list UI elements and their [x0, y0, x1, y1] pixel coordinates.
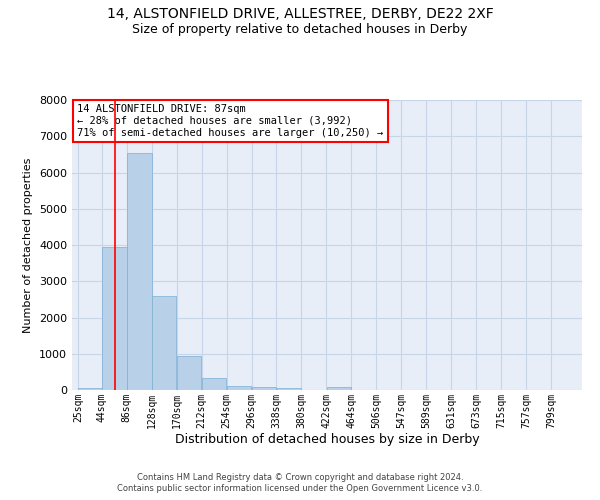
Bar	[202, 378, 226, 390]
Bar	[127, 152, 152, 390]
Bar	[251, 386, 277, 390]
Bar	[78, 388, 101, 390]
Text: Contains public sector information licensed under the Open Government Licence v3: Contains public sector information licen…	[118, 484, 482, 493]
Text: Contains HM Land Registry data © Crown copyright and database right 2024.: Contains HM Land Registry data © Crown c…	[137, 472, 463, 482]
Bar	[152, 296, 176, 390]
Bar	[102, 247, 127, 390]
Bar	[326, 388, 351, 390]
Text: Distribution of detached houses by size in Derby: Distribution of detached houses by size …	[175, 432, 479, 446]
Bar	[277, 388, 301, 390]
Text: 14, ALSTONFIELD DRIVE, ALLESTREE, DERBY, DE22 2XF: 14, ALSTONFIELD DRIVE, ALLESTREE, DERBY,…	[107, 8, 493, 22]
Text: 14 ALSTONFIELD DRIVE: 87sqm
← 28% of detached houses are smaller (3,992)
71% of : 14 ALSTONFIELD DRIVE: 87sqm ← 28% of det…	[77, 104, 383, 138]
Bar	[227, 386, 251, 390]
Y-axis label: Number of detached properties: Number of detached properties	[23, 158, 34, 332]
Text: Size of property relative to detached houses in Derby: Size of property relative to detached ho…	[133, 22, 467, 36]
Bar	[177, 356, 202, 390]
